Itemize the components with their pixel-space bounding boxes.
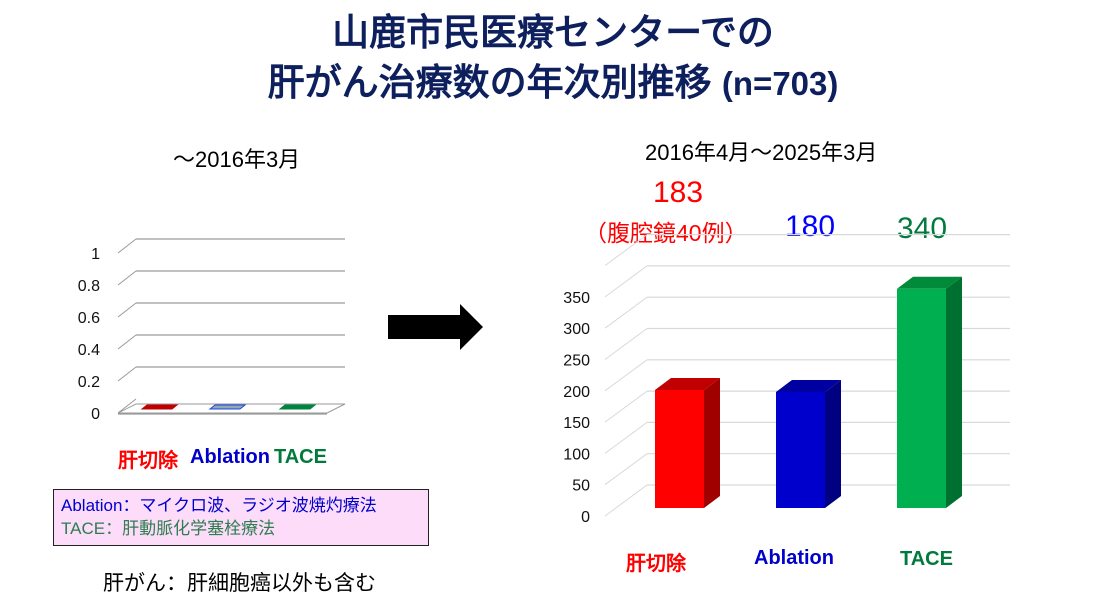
abbreviation-legend: Ablation：マイクロ波、ラジオ波焼灼療法 TACE：肝動脈化学塞栓療法	[53, 489, 429, 546]
y-tick: 100	[563, 446, 590, 463]
left-label-resection: 肝切除	[118, 450, 178, 472]
y-tick: 1	[91, 246, 100, 263]
bar	[278, 404, 317, 410]
bar-top	[655, 378, 720, 391]
bar-top	[897, 276, 962, 289]
y-tick: 300	[563, 321, 590, 338]
right-chart-period: 2016年4月～2025年3月	[645, 140, 878, 165]
title-text-2: 肝がん治療数の年次別推移	[267, 62, 722, 103]
y-tick: 350	[563, 290, 590, 307]
value-label-tace: 340	[897, 212, 948, 245]
value-label-ablation: 180	[785, 210, 836, 243]
y-tick: 150	[563, 415, 590, 432]
laparoscopic-note: （腹腔鏡40例）	[584, 220, 748, 246]
left-chart-period: ～2016年3月	[173, 147, 301, 172]
page-title-line1: 山鹿市民医療センターでの	[0, 10, 1106, 56]
bar	[208, 404, 247, 410]
y-tick: 0.2	[78, 374, 100, 391]
bar-side	[946, 276, 962, 508]
bar	[140, 404, 179, 410]
bar	[776, 391, 825, 508]
bar-side	[825, 379, 841, 508]
bar-side	[704, 378, 720, 508]
y-tick: 0	[91, 406, 100, 423]
y-tick: 250	[563, 353, 590, 370]
y-tick: 50	[572, 478, 590, 495]
y-tick: 200	[563, 384, 590, 401]
value-label-resection: 183	[653, 176, 704, 209]
legend-tace-row: TACE：肝動脈化学塞栓療法	[61, 517, 421, 540]
y-tick: 0.8	[78, 278, 100, 295]
y-tick: 0.4	[78, 342, 100, 359]
page-title-line2: 肝がん治療数の年次別推移 (n=703)	[0, 60, 1106, 107]
y-tick: 0	[581, 509, 590, 526]
right-label-tace: TACE	[900, 548, 953, 570]
bar-top	[776, 379, 841, 392]
right-label-resection: 肝切除	[626, 553, 686, 575]
bar	[655, 390, 704, 508]
footnote: 肝がん：肝細胞癌以外も含む	[103, 572, 376, 595]
legend-ablation-desc: ：マイクロ波、ラジオ波焼灼療法	[122, 496, 377, 515]
legend-tace-desc: ：肝動脈化学塞栓療法	[105, 519, 276, 538]
left-label-ablation: Ablation	[190, 446, 270, 468]
bar	[897, 288, 946, 508]
title-text-1: 山鹿市民医療センターでの	[332, 12, 774, 53]
y-tick: 0.6	[78, 310, 100, 327]
right-label-ablation: Ablation	[754, 547, 834, 569]
legend-ablation-term: Ablation	[61, 496, 123, 515]
legend-ablation-row: Ablation：マイクロ波、ラジオ波焼灼療法	[61, 494, 421, 517]
left-label-tace: TACE	[274, 446, 327, 468]
legend-tace-term: TACE	[61, 519, 106, 538]
sample-size: (n=703)	[721, 65, 839, 102]
